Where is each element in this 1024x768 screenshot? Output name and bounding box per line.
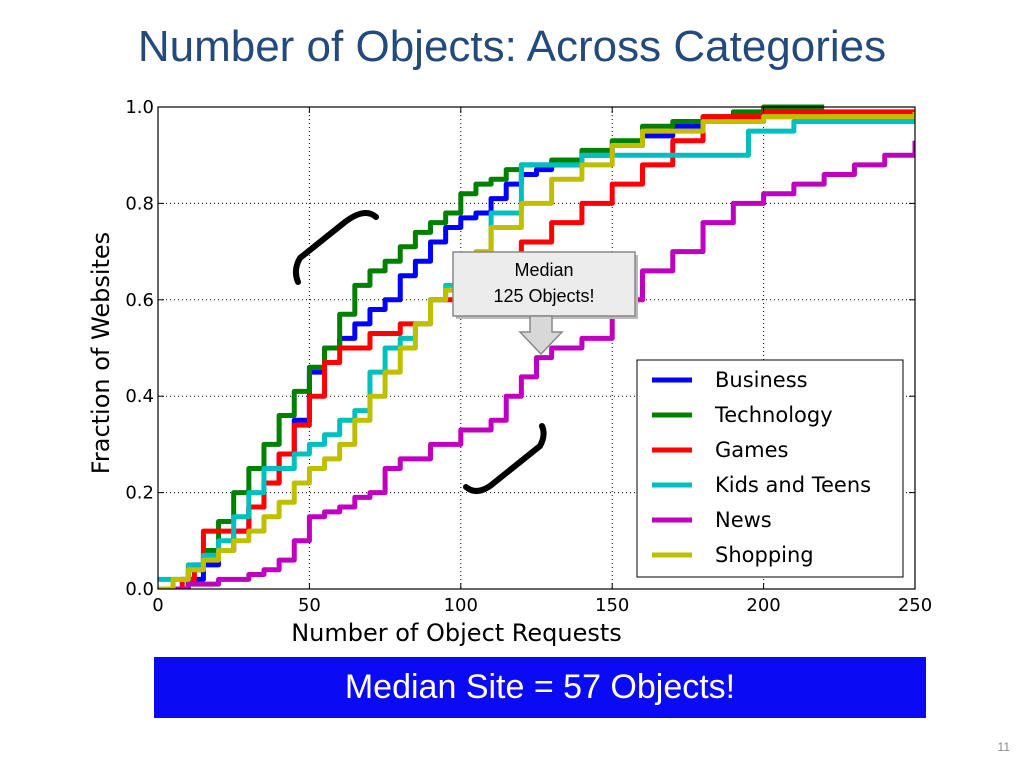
y-tick-label: 0.2 (125, 483, 154, 504)
x-tick-label: 200 (746, 595, 780, 616)
plot-frame (157, 106, 916, 590)
median-callout-arrow (518, 315, 564, 356)
callout-line1: Median (514, 260, 573, 280)
series-line-technology (158, 104, 825, 589)
left-bracket-annotation (292, 210, 379, 285)
x-tick-label: 150 (595, 595, 629, 616)
x-tick-label: 0 (152, 595, 163, 616)
y-tick-label: 0.0 (125, 579, 154, 600)
y-axis-label: Fraction of Websites (87, 232, 115, 474)
cdf-chart: 0 50 100 150 200 250 0.0 0.2 0.4 0.6 0.8 1.0 Number … (87, 97, 932, 647)
legend-label: Technology (714, 403, 833, 427)
legend-label: News (715, 508, 772, 532)
callout-line2: 125 Objects! (493, 286, 594, 306)
y-tick-label: 0.8 (125, 193, 154, 214)
page-number: 11 (997, 740, 1010, 754)
x-tick-label: 50 (298, 595, 321, 616)
x-tick-label: 100 (444, 595, 478, 616)
series-line-news (158, 140, 915, 589)
x-tick-label: 250 (898, 595, 932, 616)
legend-label: Shopping (715, 543, 814, 567)
legend-label: Kids and Teens (715, 473, 871, 497)
y-tick-label: 0.6 (125, 290, 154, 311)
x-axis-label: Number of Object Requests (291, 619, 622, 647)
legend-label: Business (715, 368, 808, 392)
median-site-banner: Median Site = 57 Objects! (154, 657, 926, 718)
y-tick-label: 1.0 (125, 97, 154, 118)
y-tick-label: 0.4 (125, 386, 154, 407)
median-callout-box (452, 251, 636, 317)
series-line-shopping (158, 111, 915, 589)
legend-box (636, 359, 904, 578)
legend-label: Games (715, 438, 788, 462)
right-bracket-annotation (463, 423, 547, 494)
slide-title: Number of Objects: Across Categories (137, 22, 887, 71)
